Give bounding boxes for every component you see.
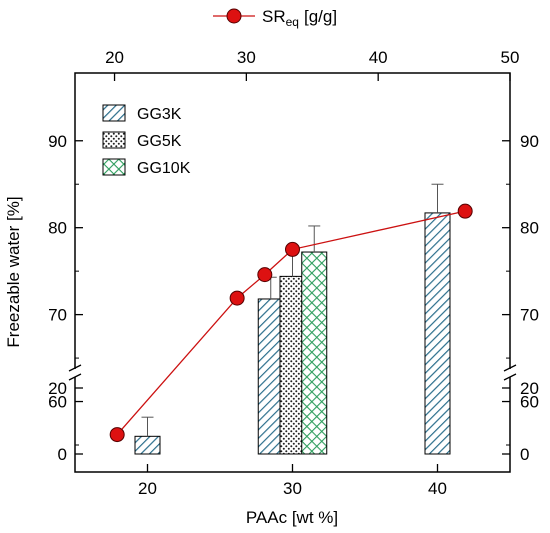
svg-text:SReq[g/g]: SReq [g/g]: [262, 7, 337, 29]
y-tick-label-left: 90: [48, 132, 67, 151]
sr-eq-series: [109, 203, 473, 443]
sr-eq-legend-unit: [g/g]: [304, 7, 337, 26]
x-tick-label-bottom: 30: [283, 479, 302, 498]
sr-eq-point: [285, 241, 300, 257]
y-tick-label-left: 20: [48, 379, 67, 398]
x-axis-label: PAAc [wt %]: [246, 508, 338, 527]
legend-label-gg5k: GG5K: [137, 133, 182, 150]
y-tick-label-right: 20: [520, 379, 539, 398]
sr-eq-legend: SReq [g/g]: [213, 7, 337, 29]
y-tick-label-right: 80: [520, 219, 539, 238]
sr-eq-point: [257, 267, 273, 283]
bar-gg3k: [134, 435, 161, 455]
y-tick-label-right: 90: [520, 132, 539, 151]
bar-gg10k: [301, 251, 328, 455]
x-tick-label-bottom: 40: [428, 479, 447, 498]
legend-label-gg10k: GG10K: [137, 160, 191, 177]
x-tick-label-top: 30: [237, 48, 256, 67]
bar-legend: GG3K GG5K GG10K: [102, 104, 191, 177]
y-axis-break-left: [68, 364, 82, 381]
sr-eq-legend-label: SR: [262, 7, 286, 26]
legend-swatch-gg10k: [102, 158, 126, 176]
legend-swatch-gg5k: [102, 131, 126, 149]
bar-gg3k: [257, 298, 284, 455]
x-tick-label-bottom: 20: [138, 479, 157, 498]
bar-gg3k: [424, 212, 451, 455]
y-tick-label-left: 60: [48, 393, 67, 412]
y-tick-label-right: 70: [520, 306, 539, 325]
sr-eq-point: [457, 203, 473, 219]
y-tick-label-right: 60: [520, 393, 539, 412]
y-tick-label-left: 70: [48, 306, 67, 325]
sr-eq-legend-subscript: eq: [286, 15, 299, 29]
legend-label-gg3k: GG3K: [137, 106, 182, 123]
x-tick-label-top: 40: [369, 48, 388, 67]
x-tick-label-top: 50: [501, 48, 520, 67]
legend-swatch-gg3k: [102, 104, 126, 122]
sr-eq-point: [109, 427, 125, 443]
y-tick-label-right: 0: [520, 445, 529, 464]
y-axis-label: Freezable water [%]: [4, 196, 23, 347]
y-axis-break-right: [503, 364, 517, 381]
x-tick-label-top: 20: [105, 48, 124, 67]
y-tick-label-left: 80: [48, 219, 67, 238]
sr-eq-legend-marker: [226, 8, 242, 24]
y-tick-label-left: 0: [58, 445, 67, 464]
bars: [134, 183, 451, 455]
sr-eq-point: [229, 290, 245, 306]
